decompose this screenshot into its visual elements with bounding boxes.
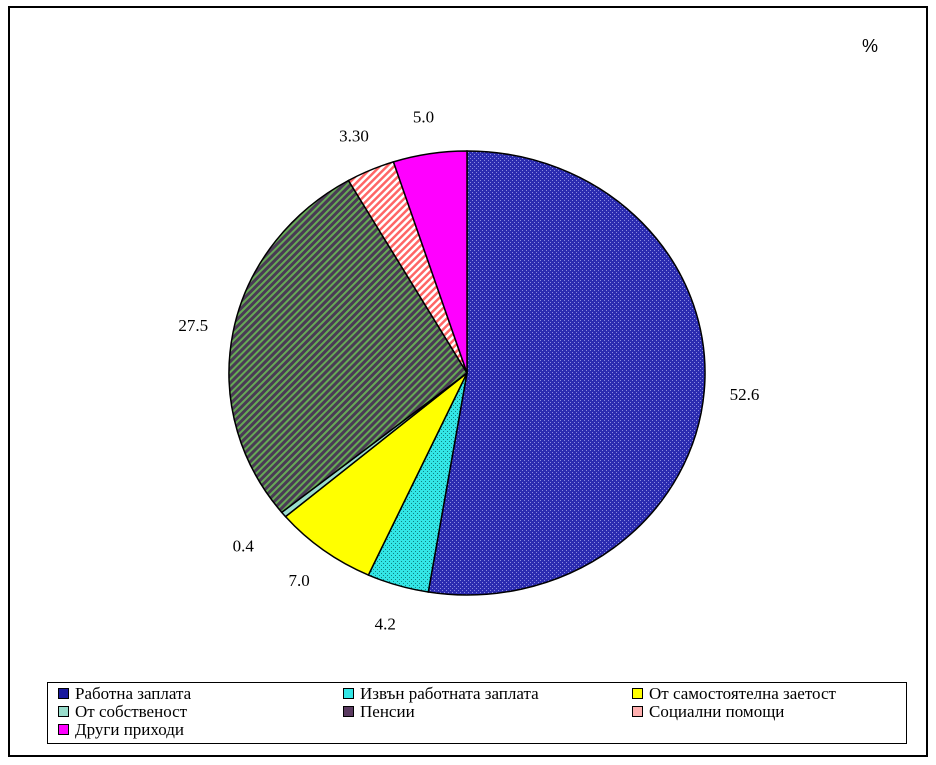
legend-item-self-employment: От самостоятелна заетост xyxy=(632,685,836,702)
legend-label: Пенсии xyxy=(360,702,415,721)
data-label-self-employment: 7.0 xyxy=(288,571,309,590)
legend-swatch-self-employment xyxy=(632,688,643,699)
legend-item-wages: Работна заплата xyxy=(58,685,191,702)
legend-item-outside-wages: Извън работната заплата xyxy=(343,685,539,702)
legend-label: Други приходи xyxy=(75,720,184,739)
legend-swatch-other-income xyxy=(58,724,69,735)
legend-label: Социални помощи xyxy=(649,702,785,721)
data-label-outside-wages: 4.2 xyxy=(375,615,396,634)
legend-label: Извън работната заплата xyxy=(360,684,539,703)
data-label-pensions: 27.5 xyxy=(178,316,208,335)
legend: Работна заплата Извън работната заплата … xyxy=(47,682,907,744)
pie-slice-other-income xyxy=(392,150,468,374)
legend-label: От самостоятелна заетост xyxy=(649,684,836,703)
data-label-other-income: 5.0 xyxy=(413,107,434,126)
legend-label: От собственост xyxy=(75,702,188,721)
legend-item-social-aid: Социални помощи xyxy=(632,703,784,720)
legend-swatch-property xyxy=(58,706,69,717)
data-label-wages: 52.6 xyxy=(730,385,760,404)
legend-swatch-wages xyxy=(58,688,69,699)
legend-swatch-pensions xyxy=(343,706,354,717)
unit-label: % xyxy=(862,36,879,56)
legend-item-pensions: Пенсии xyxy=(343,703,415,720)
legend-swatch-outside-wages xyxy=(343,688,354,699)
pie-slice-self-employment xyxy=(284,372,468,577)
legend-item-property: От собственост xyxy=(58,703,187,720)
data-label-social-aid: 3.30 xyxy=(339,127,369,146)
pie-slice-pensions xyxy=(228,179,468,514)
legend-label: Работна заплата xyxy=(75,684,192,703)
legend-item-other-income: Други приходи xyxy=(58,721,184,738)
chart-frame xyxy=(8,6,928,757)
legend-swatch-social-aid xyxy=(632,706,643,717)
data-label-property: 0.4 xyxy=(233,537,255,556)
pie-slice-wages xyxy=(427,150,706,596)
